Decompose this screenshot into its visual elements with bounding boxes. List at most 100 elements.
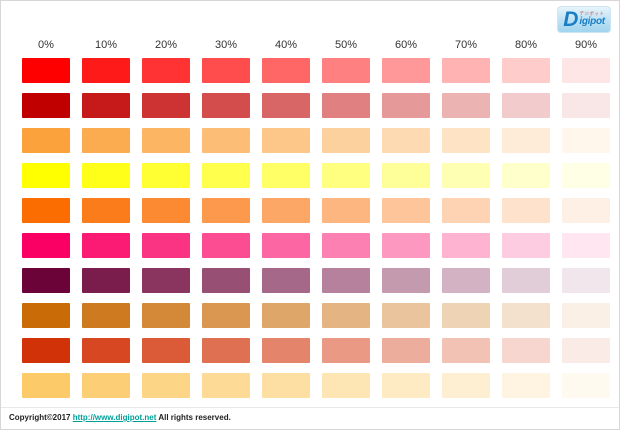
color-swatch: [22, 128, 70, 153]
color-swatch: [202, 93, 250, 118]
color-swatch: [502, 93, 550, 118]
color-swatch: [202, 303, 250, 328]
color-swatch: [142, 128, 190, 153]
color-swatch: [562, 303, 610, 328]
color-swatch: [202, 268, 250, 293]
color-row-yellow: [22, 163, 610, 188]
percent-label: 60%: [394, 39, 418, 51]
color-row-dark-red: [22, 93, 610, 118]
color-swatch: [142, 303, 190, 328]
color-swatch: [22, 93, 70, 118]
logo-initial: D: [563, 8, 579, 31]
color-swatch: [322, 163, 370, 188]
digipot-link[interactable]: http://www.digipot.net: [72, 413, 157, 422]
percent-label: 20%: [154, 39, 178, 51]
color-swatch: [502, 163, 550, 188]
copyright-text: Copyright©2017: [9, 413, 71, 422]
color-swatch: [442, 338, 490, 363]
color-grid: [22, 58, 610, 408]
color-swatch: [142, 233, 190, 258]
color-swatch: [442, 268, 490, 293]
color-swatch: [202, 163, 250, 188]
color-swatch: [262, 338, 310, 363]
color-swatch: [562, 93, 610, 118]
color-swatch: [22, 268, 70, 293]
color-swatch: [502, 128, 550, 153]
color-swatch: [262, 58, 310, 83]
color-swatch: [22, 373, 70, 398]
footer: Copyright©2017 http://www.digipot.net Al…: [1, 407, 619, 429]
color-swatch: [382, 198, 430, 223]
color-swatch: [382, 268, 430, 293]
color-swatch: [142, 58, 190, 83]
color-swatch: [442, 373, 490, 398]
color-swatch: [382, 233, 430, 258]
color-swatch: [562, 268, 610, 293]
color-swatch: [322, 338, 370, 363]
color-row-brick-red: [22, 338, 610, 363]
color-swatch: [322, 93, 370, 118]
color-swatch: [82, 233, 130, 258]
color-swatch: [22, 198, 70, 223]
percent-label: 80%: [514, 39, 538, 51]
color-swatch: [502, 268, 550, 293]
logo-kana-text: デジポット: [579, 11, 605, 17]
color-swatch: [202, 198, 250, 223]
color-swatch: [82, 58, 130, 83]
color-swatch: [262, 268, 310, 293]
color-swatch: [262, 233, 310, 258]
color-swatch: [442, 58, 490, 83]
color-swatch: [442, 303, 490, 328]
color-swatch: [322, 373, 370, 398]
color-swatch: [322, 128, 370, 153]
percent-header-row: 0% 10% 20% 30% 40% 50% 60% 70% 80% 90%: [22, 39, 610, 51]
color-swatch: [202, 338, 250, 363]
color-swatch: [502, 233, 550, 258]
color-swatch: [322, 198, 370, 223]
percent-label: 50%: [334, 39, 358, 51]
color-swatch: [382, 58, 430, 83]
color-row-brown-orange: [22, 303, 610, 328]
color-swatch: [562, 58, 610, 83]
color-swatch: [322, 268, 370, 293]
percent-label: 30%: [214, 39, 238, 51]
color-swatch: [262, 373, 310, 398]
color-swatch: [322, 233, 370, 258]
rights-text: All rights reserved.: [158, 413, 231, 422]
color-row-vivid-orange: [22, 198, 610, 223]
color-swatch: [22, 303, 70, 328]
color-swatch: [382, 128, 430, 153]
color-swatch: [82, 303, 130, 328]
color-swatch: [82, 338, 130, 363]
color-swatch: [442, 128, 490, 153]
color-row-vivid-red: [22, 58, 610, 83]
color-swatch: [82, 93, 130, 118]
color-swatch: [202, 128, 250, 153]
color-swatch: [382, 93, 430, 118]
color-swatch: [142, 338, 190, 363]
color-swatch: [562, 233, 610, 258]
color-swatch: [262, 93, 310, 118]
color-swatch: [202, 58, 250, 83]
color-row-dark-maroon: [22, 268, 610, 293]
color-swatch: [142, 373, 190, 398]
color-swatch: [22, 163, 70, 188]
digipot-logo: D デジポット igipot: [557, 6, 611, 33]
percent-label: 70%: [454, 39, 478, 51]
color-swatch: [502, 338, 550, 363]
color-row-vivid-pink: [22, 233, 610, 258]
color-swatch: [82, 373, 130, 398]
color-swatch: [562, 163, 610, 188]
color-swatch: [322, 303, 370, 328]
color-swatch: [82, 128, 130, 153]
logo-wordmark: デジポット igipot: [579, 11, 605, 27]
percent-label: 90%: [574, 39, 598, 51]
color-swatch: [382, 338, 430, 363]
color-swatch: [442, 233, 490, 258]
color-swatch: [502, 303, 550, 328]
color-swatch: [562, 338, 610, 363]
color-swatch: [382, 303, 430, 328]
percent-label: 0%: [38, 39, 54, 51]
color-swatch: [82, 268, 130, 293]
